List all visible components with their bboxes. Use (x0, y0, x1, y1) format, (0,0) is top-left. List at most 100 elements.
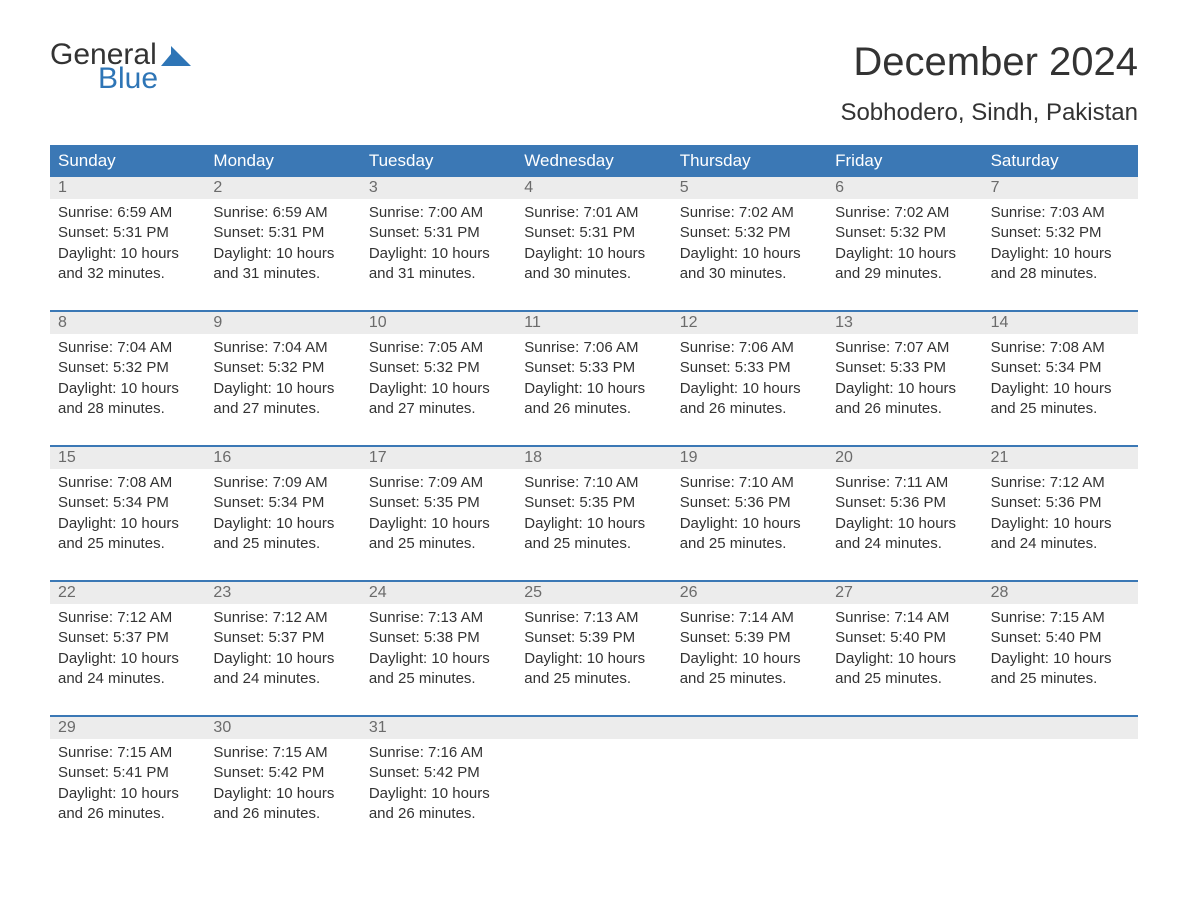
day-day1: Daylight: 10 hours (213, 649, 352, 669)
day-sunrise: Sunrise: 7:10 AM (524, 473, 663, 493)
day-sunset: Sunset: 5:39 PM (524, 628, 663, 648)
day-cell: Sunrise: 7:02 AMSunset: 5:32 PMDaylight:… (672, 199, 827, 310)
day-cell: Sunrise: 7:03 AMSunset: 5:32 PMDaylight:… (983, 199, 1138, 310)
day-cell: Sunrise: 7:12 AMSunset: 5:37 PMDaylight:… (205, 604, 360, 715)
day-sunset: Sunset: 5:32 PM (213, 358, 352, 378)
day-cell: Sunrise: 7:08 AMSunset: 5:34 PMDaylight:… (50, 469, 205, 580)
logo: General Blue (50, 40, 191, 94)
day-number: 16 (205, 447, 360, 469)
weekday-header: Saturday (983, 145, 1138, 177)
day-day1: Daylight: 10 hours (524, 514, 663, 534)
day-cell: Sunrise: 7:12 AMSunset: 5:36 PMDaylight:… (983, 469, 1138, 580)
day-day2: and 27 minutes. (213, 399, 352, 419)
day-day1: Daylight: 10 hours (680, 514, 819, 534)
day-number: 4 (516, 177, 671, 199)
day-sunset: Sunset: 5:31 PM (369, 223, 508, 243)
day-day2: and 26 minutes. (835, 399, 974, 419)
weekday-header: Monday (205, 145, 360, 177)
week: 891011121314Sunrise: 7:04 AMSunset: 5:32… (50, 310, 1138, 445)
day-number: 24 (361, 582, 516, 604)
day-day1: Daylight: 10 hours (524, 379, 663, 399)
day-number: 28 (983, 582, 1138, 604)
week: 1234567Sunrise: 6:59 AMSunset: 5:31 PMDa… (50, 177, 1138, 310)
day-sunrise: Sunrise: 7:13 AM (524, 608, 663, 628)
day-number: 7 (983, 177, 1138, 199)
day-sunset: Sunset: 5:37 PM (58, 628, 197, 648)
day-cell: Sunrise: 7:09 AMSunset: 5:34 PMDaylight:… (205, 469, 360, 580)
day-day1: Daylight: 10 hours (835, 244, 974, 264)
day-cell: Sunrise: 7:01 AMSunset: 5:31 PMDaylight:… (516, 199, 671, 310)
day-sunset: Sunset: 5:31 PM (58, 223, 197, 243)
day-number: 31 (361, 717, 516, 739)
day-number: 26 (672, 582, 827, 604)
day-sunrise: Sunrise: 7:05 AM (369, 338, 508, 358)
day-sunset: Sunset: 5:32 PM (991, 223, 1130, 243)
day-sunset: Sunset: 5:31 PM (213, 223, 352, 243)
day-day2: and 25 minutes. (835, 669, 974, 689)
day-cell: Sunrise: 7:08 AMSunset: 5:34 PMDaylight:… (983, 334, 1138, 445)
weekday-header: Friday (827, 145, 982, 177)
day-cell: Sunrise: 7:13 AMSunset: 5:39 PMDaylight:… (516, 604, 671, 715)
day-day1: Daylight: 10 hours (835, 514, 974, 534)
day-day2: and 28 minutes. (991, 264, 1130, 284)
day-number: 12 (672, 312, 827, 334)
day-day1: Daylight: 10 hours (213, 514, 352, 534)
day-sunset: Sunset: 5:41 PM (58, 763, 197, 783)
day-day1: Daylight: 10 hours (58, 244, 197, 264)
day-sunrise: Sunrise: 7:06 AM (680, 338, 819, 358)
day-day1: Daylight: 10 hours (369, 379, 508, 399)
day-number: 11 (516, 312, 671, 334)
day-sunset: Sunset: 5:34 PM (58, 493, 197, 513)
month-title: December 2024 (840, 40, 1138, 85)
day-sunrise: Sunrise: 7:16 AM (369, 743, 508, 763)
day-sunrise: Sunrise: 7:11 AM (835, 473, 974, 493)
day-day2: and 24 minutes. (991, 534, 1130, 554)
day-sunset: Sunset: 5:33 PM (835, 358, 974, 378)
day-day2: and 25 minutes. (58, 534, 197, 554)
weekday-header: Tuesday (361, 145, 516, 177)
day-sunrise: Sunrise: 7:09 AM (213, 473, 352, 493)
day-sunset: Sunset: 5:39 PM (680, 628, 819, 648)
day-number: 15 (50, 447, 205, 469)
daynum-row: 15161718192021 (50, 447, 1138, 469)
day-number: 21 (983, 447, 1138, 469)
header: General Blue December 2024 Sobhodero, Si… (50, 40, 1138, 127)
day-day2: and 25 minutes. (680, 534, 819, 554)
day-number (672, 717, 827, 739)
day-cell: Sunrise: 7:05 AMSunset: 5:32 PMDaylight:… (361, 334, 516, 445)
day-sunrise: Sunrise: 7:15 AM (991, 608, 1130, 628)
day-cell: Sunrise: 7:15 AMSunset: 5:41 PMDaylight:… (50, 739, 205, 850)
day-number: 29 (50, 717, 205, 739)
day-sunset: Sunset: 5:34 PM (213, 493, 352, 513)
day-sunrise: Sunrise: 7:07 AM (835, 338, 974, 358)
day-cell: Sunrise: 7:14 AMSunset: 5:40 PMDaylight:… (827, 604, 982, 715)
day-sunset: Sunset: 5:34 PM (991, 358, 1130, 378)
day-sunset: Sunset: 5:37 PM (213, 628, 352, 648)
day-sunset: Sunset: 5:32 PM (680, 223, 819, 243)
day-sunset: Sunset: 5:33 PM (680, 358, 819, 378)
day-day2: and 25 minutes. (369, 669, 508, 689)
day-day1: Daylight: 10 hours (369, 244, 508, 264)
day-sunset: Sunset: 5:31 PM (524, 223, 663, 243)
day-day2: and 28 minutes. (58, 399, 197, 419)
week: 293031 Sunrise: 7:15 AMSunset: 5:41 PMDa… (50, 715, 1138, 850)
title-block: December 2024 Sobhodero, Sindh, Pakistan (840, 40, 1138, 127)
day-number: 10 (361, 312, 516, 334)
day-day2: and 25 minutes. (213, 534, 352, 554)
day-day1: Daylight: 10 hours (991, 514, 1130, 534)
day-day2: and 24 minutes. (213, 669, 352, 689)
day-day1: Daylight: 10 hours (991, 379, 1130, 399)
day-cell: Sunrise: 7:04 AMSunset: 5:32 PMDaylight:… (50, 334, 205, 445)
day-number: 30 (205, 717, 360, 739)
day-number (516, 717, 671, 739)
week: 15161718192021Sunrise: 7:08 AMSunset: 5:… (50, 445, 1138, 580)
day-number: 6 (827, 177, 982, 199)
day-sunset: Sunset: 5:40 PM (835, 628, 974, 648)
day-cell: Sunrise: 7:15 AMSunset: 5:42 PMDaylight:… (205, 739, 360, 850)
day-day2: and 31 minutes. (213, 264, 352, 284)
day-sunset: Sunset: 5:36 PM (991, 493, 1130, 513)
day-sunrise: Sunrise: 7:15 AM (213, 743, 352, 763)
day-day1: Daylight: 10 hours (213, 784, 352, 804)
day-sunrise: Sunrise: 7:14 AM (835, 608, 974, 628)
day-sunset: Sunset: 5:36 PM (680, 493, 819, 513)
